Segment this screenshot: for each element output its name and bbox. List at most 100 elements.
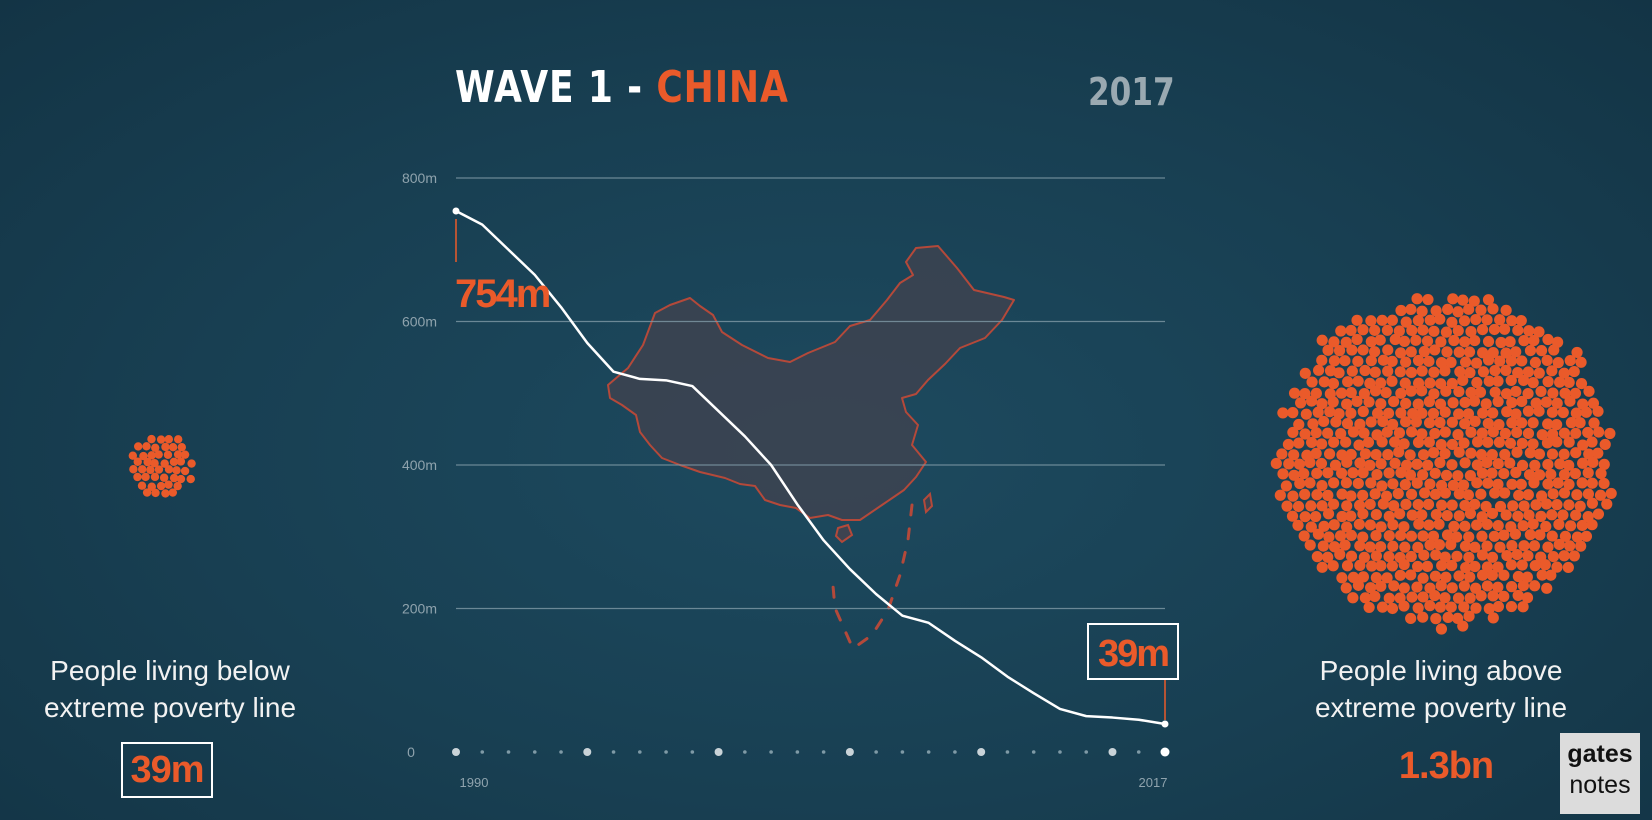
population-dot [1463,551,1475,563]
population-dot [1322,467,1334,479]
x-axis-dot [795,750,800,754]
population-dot [1340,477,1352,489]
population-dot [1554,458,1566,470]
population-dot [1586,477,1598,489]
population-dot [1481,580,1494,592]
population-dot [1535,510,1547,522]
population-dot [1424,314,1436,326]
population-dot [1482,417,1494,430]
population-dot [168,442,178,452]
population-dot [1353,439,1365,451]
population-dot [1506,417,1518,429]
gates-notes-logo[interactable]: gates notes [1560,733,1640,814]
population-dot [1382,407,1395,419]
population-dot [1368,346,1381,358]
population-dot [1398,582,1410,594]
population-dot [1529,459,1541,471]
population-dot [1405,385,1417,397]
x-axis-dot [953,750,957,754]
population-dot [1318,415,1330,428]
population-dot [1500,364,1512,376]
population-dot [1399,479,1411,491]
population-dot [1369,590,1381,602]
population-dot [1299,511,1311,523]
population-dot [1586,436,1598,448]
population-dot [1293,458,1306,470]
population-dot [1405,488,1418,500]
population-dot [1388,580,1400,592]
population-dot [1492,600,1505,613]
above-caption-line2: extreme poverty line [1314,692,1568,723]
population-dot [1387,519,1399,531]
hainan-island-shape [834,523,854,544]
population-dot [1505,374,1517,387]
population-dot [1359,364,1371,377]
population-dot [1582,426,1594,439]
population-dot [1462,408,1475,420]
above-poverty-caption: People living above extreme poverty line [1286,652,1596,726]
population-dot [1364,498,1376,510]
population-dot [1434,457,1446,469]
population-dot [1363,601,1375,614]
population-dot [1424,539,1436,551]
population-dot [1499,427,1511,440]
population-dot [1282,438,1295,451]
population-dot [1510,346,1522,358]
population-dot [1486,467,1498,479]
population-dot [1534,529,1546,541]
population-dot [1530,499,1542,511]
population-dot [1371,407,1384,419]
x-axis-dot [769,750,773,754]
population-dot [1294,477,1306,490]
population-dot [1546,448,1559,460]
population-dot [1552,357,1564,369]
population-dot [1300,408,1312,420]
population-dot [1483,375,1495,387]
population-dot [1481,314,1493,326]
population-dot [1442,303,1454,315]
population-dot [1430,613,1442,625]
population-dot [1395,529,1407,542]
population-dot [1305,521,1317,533]
population-dot [1492,395,1504,408]
population-dot [1281,500,1293,512]
population-dot [1512,589,1524,602]
population-dot [1413,518,1425,530]
population-dot [1441,346,1453,358]
population-dot [1558,427,1571,439]
population-dot [1316,500,1328,512]
population-dot [1529,356,1542,369]
population-dot [1280,480,1293,492]
population-dot [1495,336,1507,349]
population-dot [1445,356,1457,368]
population-dot [1551,499,1563,511]
population-dot [1298,467,1310,480]
population-dot [1380,386,1392,399]
population-dot [1423,396,1435,408]
population-dot [1454,366,1466,378]
population-dot [1553,518,1565,530]
population-dot [1541,437,1554,449]
population-dot [1521,571,1533,583]
population-dot [1286,510,1299,522]
population-dot [1583,448,1595,460]
population-dot [1483,603,1495,615]
population-dot [1324,406,1336,418]
population-dot [1463,303,1475,315]
population-dot [1500,509,1512,521]
population-dot [1323,531,1335,543]
x-axis-dot [611,750,616,754]
population-dot [1586,519,1598,531]
population-dot [1524,529,1536,541]
population-dot [172,466,181,475]
x-axis-dot [532,750,537,754]
population-dot [1482,294,1495,306]
population-dot [1429,570,1442,582]
population-dot [1387,540,1399,552]
population-dot [1465,325,1477,338]
population-dot [1605,487,1617,500]
population-dot [1448,334,1460,347]
population-dot [1563,459,1575,471]
population-dot [1518,540,1530,552]
population-dot [1604,427,1616,440]
